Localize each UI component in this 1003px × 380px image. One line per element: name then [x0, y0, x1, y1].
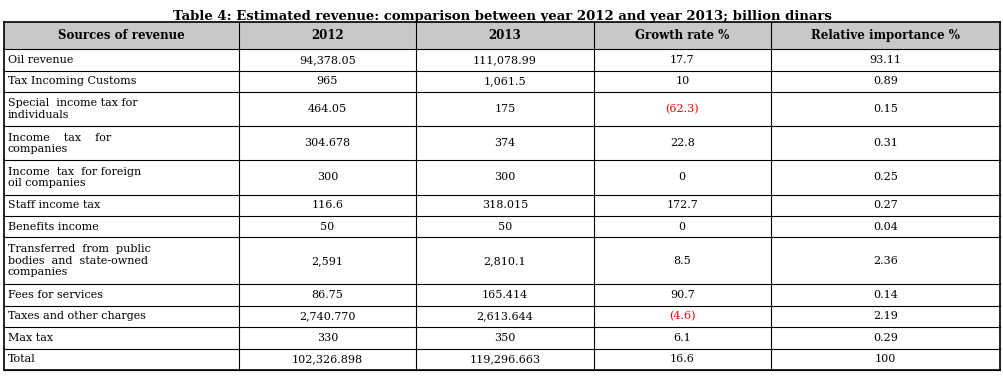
Text: Transferred  from  public
bodies  and  state-owned
companies: Transferred from public bodies and state…	[8, 244, 150, 277]
Text: 2,591: 2,591	[311, 256, 343, 266]
Text: 464.05: 464.05	[308, 104, 347, 114]
Bar	[4, 216, 999, 238]
Text: Tax Incoming Customs: Tax Incoming Customs	[8, 76, 136, 87]
Text: 2.19: 2.19	[873, 311, 897, 321]
Text: 94,378.05: 94,378.05	[299, 55, 355, 65]
Text: 90.7: 90.7	[669, 290, 694, 300]
Text: 0: 0	[678, 173, 685, 182]
Text: Max tax: Max tax	[8, 333, 53, 343]
Text: 2,613.644: 2,613.644	[476, 311, 533, 321]
Bar	[4, 284, 999, 306]
Text: 172.7: 172.7	[666, 200, 697, 210]
Text: 374: 374	[493, 138, 515, 148]
Text: 0.04: 0.04	[873, 222, 897, 232]
Text: 86.75: 86.75	[311, 290, 343, 300]
Text: Table 4: Estimated revenue: comparison between year 2012 and year 2013; billion : Table 4: Estimated revenue: comparison b…	[173, 10, 830, 23]
Text: Income  tax  for foreign
oil companies: Income tax for foreign oil companies	[8, 167, 141, 188]
Text: Fees for services: Fees for services	[8, 290, 103, 300]
Text: 965: 965	[316, 76, 338, 87]
Text: Sources of revenue: Sources of revenue	[58, 29, 185, 42]
Text: 0: 0	[678, 222, 685, 232]
Bar	[4, 126, 999, 160]
Text: 300: 300	[493, 173, 515, 182]
Text: (62.3): (62.3)	[665, 104, 698, 114]
Bar	[4, 92, 999, 126]
Text: 0.14: 0.14	[873, 290, 897, 300]
Text: 0.27: 0.27	[873, 200, 897, 210]
Text: Growth rate %: Growth rate %	[635, 29, 729, 42]
Text: 0.89: 0.89	[873, 76, 897, 87]
Text: Oil revenue: Oil revenue	[8, 55, 73, 65]
Text: 50: 50	[497, 222, 512, 232]
Text: 318.015: 318.015	[481, 200, 528, 210]
Text: 330: 330	[316, 333, 338, 343]
Text: 165.414: 165.414	[481, 290, 528, 300]
Text: 2,810.1: 2,810.1	[483, 256, 526, 266]
Text: 0.15: 0.15	[873, 104, 897, 114]
Text: Income    tax    for
companies: Income tax for companies	[8, 133, 111, 154]
Text: 175: 175	[493, 104, 515, 114]
Text: 1,061.5: 1,061.5	[483, 76, 526, 87]
Text: 350: 350	[493, 333, 515, 343]
Text: 0.31: 0.31	[873, 138, 897, 148]
Text: 2,740.770: 2,740.770	[299, 311, 355, 321]
Bar	[4, 238, 999, 284]
Text: 0.25: 0.25	[873, 173, 897, 182]
Text: Total: Total	[8, 354, 36, 364]
Text: 111,078.99: 111,078.99	[472, 55, 537, 65]
Text: 8.5: 8.5	[673, 256, 690, 266]
Text: 93.11: 93.11	[869, 55, 901, 65]
Text: Special  income tax for
individuals: Special income tax for individuals	[8, 98, 137, 120]
Text: 22.8: 22.8	[669, 138, 694, 148]
Text: 17.7: 17.7	[669, 55, 694, 65]
Text: Staff income tax: Staff income tax	[8, 200, 100, 210]
Text: 119,296.663: 119,296.663	[468, 354, 540, 364]
Bar	[4, 195, 999, 216]
Text: Relative importance %: Relative importance %	[810, 29, 959, 42]
Text: 2.36: 2.36	[873, 256, 897, 266]
Bar	[4, 327, 999, 348]
Text: 116.6: 116.6	[311, 200, 343, 210]
Text: Taxes and other charges: Taxes and other charges	[8, 311, 145, 321]
Bar	[4, 348, 999, 370]
Text: 100: 100	[874, 354, 896, 364]
Bar	[4, 160, 999, 195]
Bar	[4, 49, 999, 71]
Text: 0.29: 0.29	[873, 333, 897, 343]
Text: (4.6): (4.6)	[668, 311, 695, 321]
Text: 300: 300	[316, 173, 338, 182]
Text: 304.678: 304.678	[304, 138, 350, 148]
Text: 16.6: 16.6	[669, 354, 694, 364]
Text: Benefits income: Benefits income	[8, 222, 98, 232]
Text: 102,326.898: 102,326.898	[292, 354, 363, 364]
Bar	[4, 71, 999, 92]
Bar	[4, 306, 999, 327]
Text: 2013: 2013	[488, 29, 521, 42]
Text: 50: 50	[320, 222, 334, 232]
Bar	[4, 22, 999, 49]
Text: 10: 10	[674, 76, 689, 87]
Text: 2012: 2012	[311, 29, 343, 42]
Text: 6.1: 6.1	[673, 333, 690, 343]
